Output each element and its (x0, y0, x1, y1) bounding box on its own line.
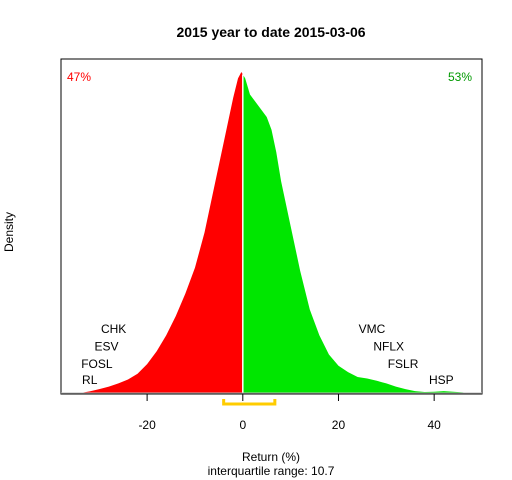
annotation-label: RL (82, 373, 98, 387)
plot-area (60, 58, 483, 395)
positive-share-label: 53% (448, 70, 472, 84)
iqr-subtitle: interquartile range: 10.7 (208, 464, 335, 478)
annotation-label: HSP (429, 373, 454, 387)
annotation-label: NFLX (373, 339, 404, 353)
negative-density-area (80, 72, 243, 393)
x-tick-label: 40 (427, 418, 441, 432)
x-axis-label: Return (%) (242, 450, 300, 464)
ticker-annotations: CHK ESV FOSL RL VMC NFLX FSLR HSP (81, 322, 453, 387)
y-axis-label: Density (2, 212, 16, 252)
annotation-label: FSLR (388, 357, 419, 371)
x-tick-label: -20 (138, 418, 156, 432)
x-tick-label: 0 (239, 418, 246, 432)
annotation-label: FOSL (81, 357, 113, 371)
annotation-label: VMC (359, 322, 386, 336)
annotation-label: ESV (94, 339, 118, 353)
iqr-bracket (222, 399, 277, 406)
x-tick-label: 20 (332, 418, 346, 432)
x-axis: -20 0 20 40 (138, 394, 441, 432)
plot-frame (60, 58, 483, 395)
chart-title: 2015 year to date 2015-03-06 (176, 24, 365, 40)
negative-share-label: 47% (67, 70, 91, 84)
positive-density-area (242, 74, 468, 393)
annotation-label: CHK (101, 322, 126, 336)
